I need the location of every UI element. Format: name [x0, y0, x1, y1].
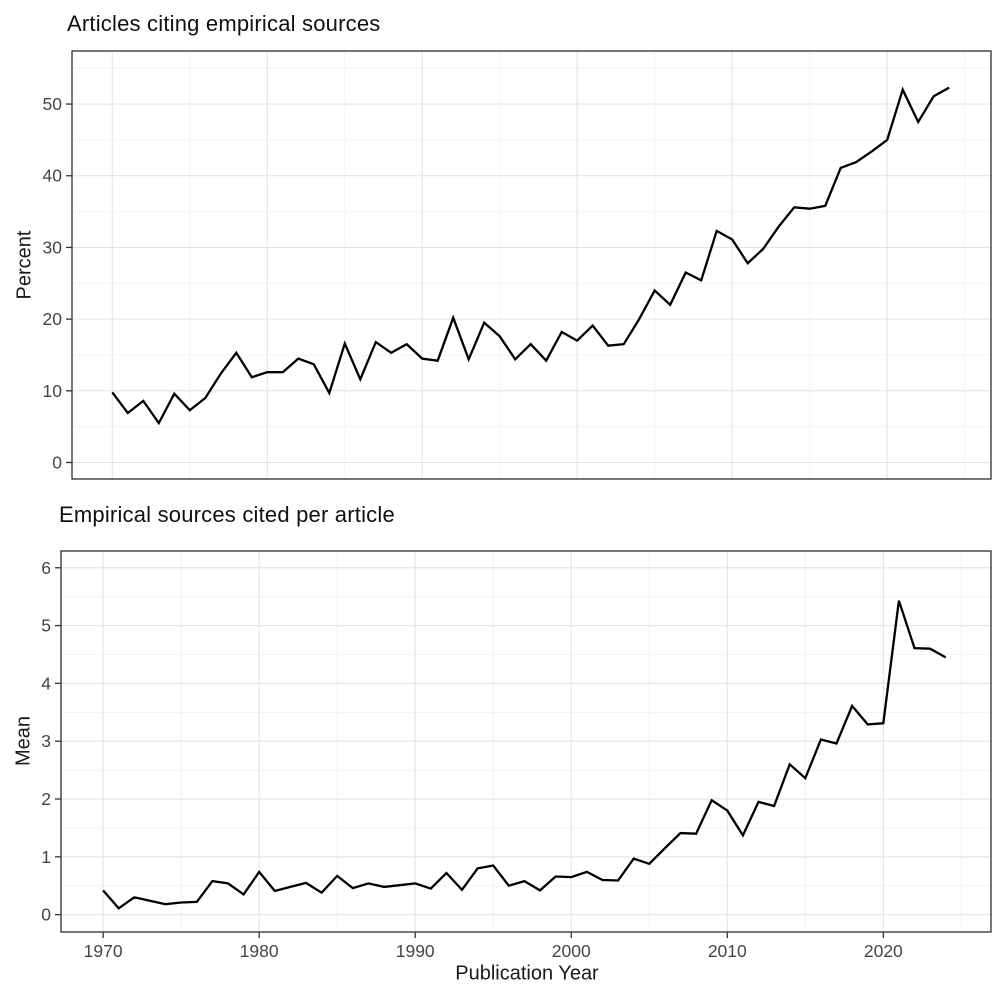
svg-text:1980: 1980 [240, 941, 279, 961]
svg-text:1: 1 [41, 847, 51, 867]
major-gridlines [61, 551, 991, 932]
bottom-chart-title: Empirical sources cited per article [59, 502, 395, 527]
y-tick-labels: 0 1 2 3 4 5 6 [41, 558, 61, 925]
svg-text:40: 40 [43, 166, 63, 186]
y-tick-labels: 0 10 20 30 40 50 [43, 94, 72, 473]
svg-text:1990: 1990 [396, 941, 435, 961]
top-panel: 0 10 20 30 40 50 [43, 50, 992, 480]
svg-text:5: 5 [41, 616, 51, 636]
data-line-mean [102, 600, 947, 910]
svg-text:30: 30 [43, 237, 63, 257]
svg-text:2000: 2000 [552, 941, 591, 961]
bottom-y-axis-title: Mean [12, 715, 35, 767]
top-y-axis-title: Percent [13, 230, 36, 300]
data-line-percent [111, 86, 950, 426]
x-tick-labels: 1970 1980 1990 2000 2010 2020 [84, 932, 903, 961]
x-axis-title: Publication Year [455, 962, 599, 985]
panel-background [72, 51, 991, 479]
major-gridlines [72, 51, 991, 479]
svg-text:4: 4 [41, 673, 51, 693]
svg-text:10: 10 [43, 381, 63, 401]
top-chart-title: Articles citing empirical sources [67, 11, 381, 36]
svg-text:2: 2 [41, 789, 51, 809]
minor-gridlines [72, 51, 991, 479]
svg-text:20: 20 [43, 309, 63, 329]
svg-text:3: 3 [41, 731, 51, 751]
svg-text:0: 0 [52, 453, 62, 473]
bottom-panel: 0 1 2 3 4 5 6 1970 1980 1990 2000 2010 2020 [41, 550, 992, 961]
svg-text:6: 6 [41, 558, 51, 578]
svg-text:0: 0 [41, 905, 51, 925]
svg-text:50: 50 [43, 94, 63, 114]
panel-border [71, 50, 992, 480]
svg-text:2020: 2020 [864, 941, 903, 961]
svg-text:1970: 1970 [84, 941, 123, 961]
svg-text:2010: 2010 [708, 941, 747, 961]
